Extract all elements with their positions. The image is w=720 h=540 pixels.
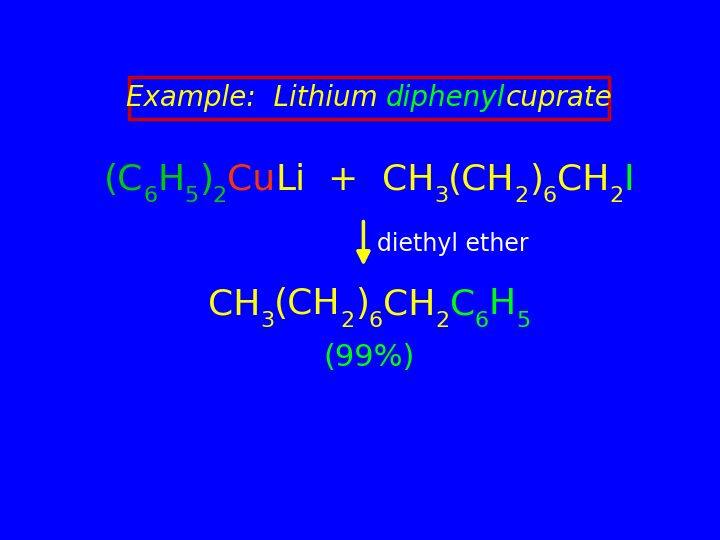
Text: ): ) bbox=[199, 163, 212, 197]
Text: C: C bbox=[449, 287, 475, 321]
Text: diethyl ether: diethyl ether bbox=[377, 232, 529, 255]
Text: Cu: Cu bbox=[227, 163, 275, 197]
Text: 5: 5 bbox=[184, 186, 199, 206]
Text: 2: 2 bbox=[609, 186, 624, 206]
Text: diphenyl: diphenyl bbox=[386, 84, 505, 112]
Text: 2: 2 bbox=[212, 186, 227, 206]
Text: CH: CH bbox=[383, 287, 436, 321]
Text: 2: 2 bbox=[341, 310, 355, 331]
Text: 6: 6 bbox=[475, 310, 489, 331]
Text: CH: CH bbox=[382, 163, 434, 197]
Text: 6: 6 bbox=[143, 186, 157, 206]
Text: 6: 6 bbox=[543, 186, 557, 206]
Text: Example:  Lithium: Example: Lithium bbox=[125, 84, 386, 112]
Text: 2: 2 bbox=[515, 186, 528, 206]
Text: H: H bbox=[157, 163, 184, 197]
Text: 3: 3 bbox=[434, 186, 448, 206]
Text: cuprate: cuprate bbox=[505, 84, 613, 112]
Text: CH: CH bbox=[557, 163, 609, 197]
Text: (CH: (CH bbox=[274, 287, 341, 321]
Text: ): ) bbox=[528, 163, 543, 197]
Text: 5: 5 bbox=[516, 310, 531, 331]
Text: 6: 6 bbox=[369, 310, 383, 331]
Text: ): ) bbox=[355, 287, 369, 321]
Text: (C: (C bbox=[104, 163, 143, 197]
Text: (99%): (99%) bbox=[323, 343, 415, 373]
Text: H: H bbox=[489, 287, 516, 321]
Text: Li: Li bbox=[275, 163, 305, 197]
Text: CH: CH bbox=[207, 287, 260, 321]
Text: 2: 2 bbox=[436, 310, 449, 331]
Text: +: + bbox=[305, 163, 382, 197]
Text: I: I bbox=[624, 163, 634, 197]
Text: (CH: (CH bbox=[448, 163, 515, 197]
Text: 3: 3 bbox=[260, 310, 274, 331]
FancyBboxPatch shape bbox=[129, 77, 609, 119]
